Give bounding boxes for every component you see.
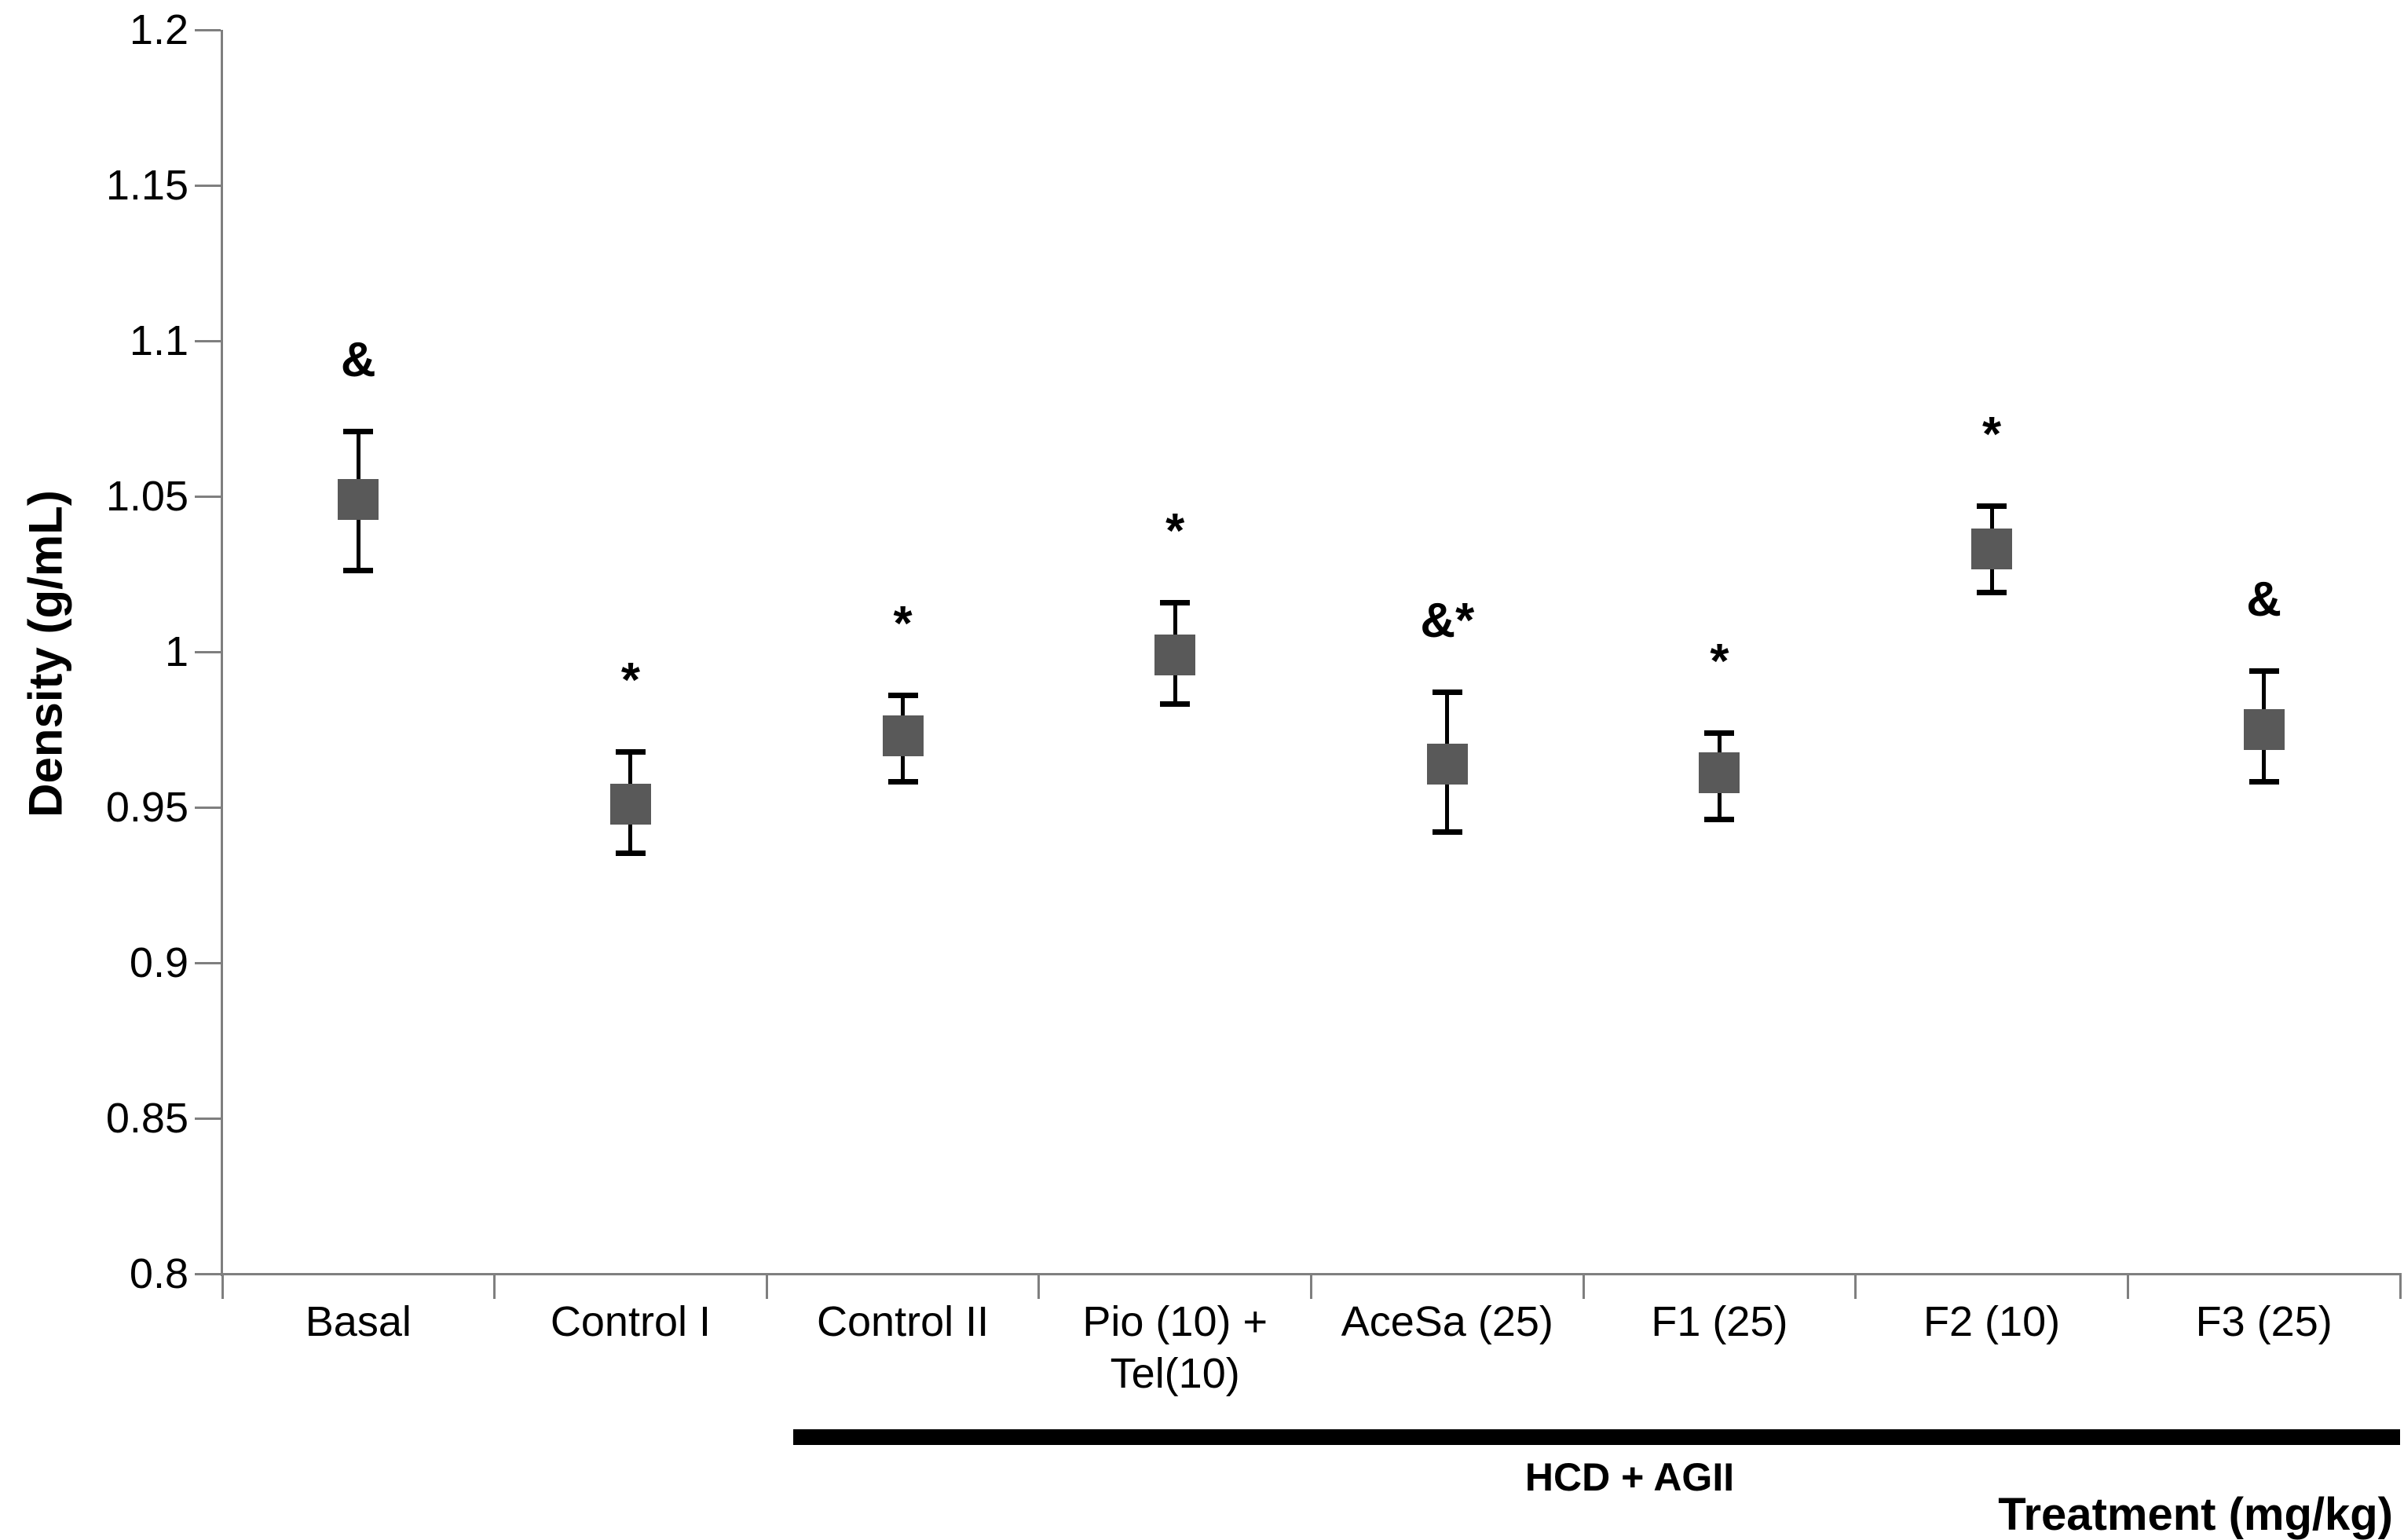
- treatment-group-label: HCD + AGII: [1524, 1455, 1735, 1499]
- category-label: Control II: [817, 1298, 990, 1345]
- error-bar-bottom-cap: [1977, 589, 2007, 595]
- error-bar-bottom-cap: [1160, 701, 1191, 708]
- point-annotation: &: [340, 332, 376, 387]
- category-label: Pio (10) + Tel(10): [1082, 1298, 1268, 1397]
- point-annotation: *: [1165, 503, 1185, 558]
- point-annotation: *: [620, 653, 640, 708]
- y-axis-line: [221, 30, 223, 1276]
- error-bar-bottom-cap: [887, 779, 918, 785]
- x-axis-tick: [1310, 1274, 1312, 1299]
- y-axis-tick: [195, 495, 221, 498]
- data-point-marker: [1971, 529, 2013, 570]
- y-axis-tick-label: 1.1: [129, 317, 188, 364]
- y-axis-tick-label: 1.05: [105, 473, 188, 520]
- error-bar-top-cap: [343, 428, 374, 434]
- error-bar-top-cap: [1704, 730, 1735, 736]
- x-axis-tick: [493, 1274, 496, 1299]
- category-label: Control I: [550, 1298, 711, 1345]
- y-axis-tick-label: 0.9: [129, 939, 188, 986]
- data-point-marker: [1426, 743, 1468, 785]
- error-bar-bottom-cap: [1704, 816, 1735, 822]
- error-bar-top-cap: [1160, 599, 1191, 605]
- x-axis-tick: [1037, 1274, 1041, 1299]
- data-point-marker: [1699, 752, 1740, 794]
- data-point-marker: [609, 784, 651, 825]
- y-axis-tick: [195, 184, 221, 187]
- x-axis-tick: [221, 1274, 224, 1299]
- y-axis-tick: [195, 1117, 221, 1120]
- error-bar-top-cap: [887, 693, 918, 699]
- error-bar-top-cap: [615, 748, 646, 755]
- point-annotation: &*: [1420, 594, 1475, 649]
- y-axis-tick-label: 1: [164, 628, 188, 675]
- error-bar-bottom-cap: [1432, 829, 1462, 835]
- x-axis-tick: [2399, 1274, 2402, 1299]
- y-axis-tick: [195, 961, 221, 964]
- point-annotation: *: [893, 597, 913, 652]
- error-bar-bottom-cap: [343, 568, 374, 574]
- y-axis-tick-label: 0.95: [105, 784, 188, 831]
- data-point-marker: [882, 715, 924, 756]
- x-axis-title: Treatment (mg/kg): [1998, 1489, 2393, 1540]
- error-bar-top-cap: [2248, 668, 2279, 674]
- data-point-marker: [1154, 634, 1196, 675]
- y-axis-tick-label: 1.15: [105, 162, 188, 209]
- treatment-group-underline: [793, 1429, 2400, 1445]
- y-axis-tick: [195, 650, 221, 653]
- category-label: F3 (25): [2195, 1298, 2333, 1345]
- error-bar-bottom-cap: [2248, 779, 2279, 785]
- y-axis-tick: [195, 1272, 221, 1275]
- y-axis-tick-label: 0.8: [129, 1250, 188, 1297]
- x-axis-tick: [2126, 1274, 2129, 1299]
- error-bar-bottom-cap: [615, 850, 646, 857]
- y-axis-tick: [195, 28, 221, 31]
- category-label: F2 (10): [1923, 1298, 2061, 1345]
- y-axis-tick: [195, 806, 221, 809]
- point-annotation: *: [1710, 634, 1729, 689]
- y-axis-tick-label: 1.2: [129, 6, 188, 53]
- y-axis-tick-label: 0.85: [105, 1095, 188, 1142]
- point-annotation: *: [1981, 407, 2002, 462]
- error-bar-top-cap: [1432, 690, 1462, 696]
- x-axis-tick: [1582, 1274, 1585, 1299]
- category-label: Basal: [305, 1298, 412, 1345]
- x-axis-tick: [765, 1274, 768, 1299]
- data-point-marker: [2243, 709, 2285, 750]
- category-label: F1 (25): [1651, 1298, 1788, 1345]
- category-label: AceSa (25): [1341, 1298, 1553, 1345]
- y-axis-tick: [195, 339, 221, 342]
- data-point-marker: [338, 478, 379, 520]
- x-axis-tick: [1854, 1274, 1857, 1299]
- error-bar-top-cap: [1977, 503, 2007, 509]
- point-annotation: &: [2246, 572, 2282, 627]
